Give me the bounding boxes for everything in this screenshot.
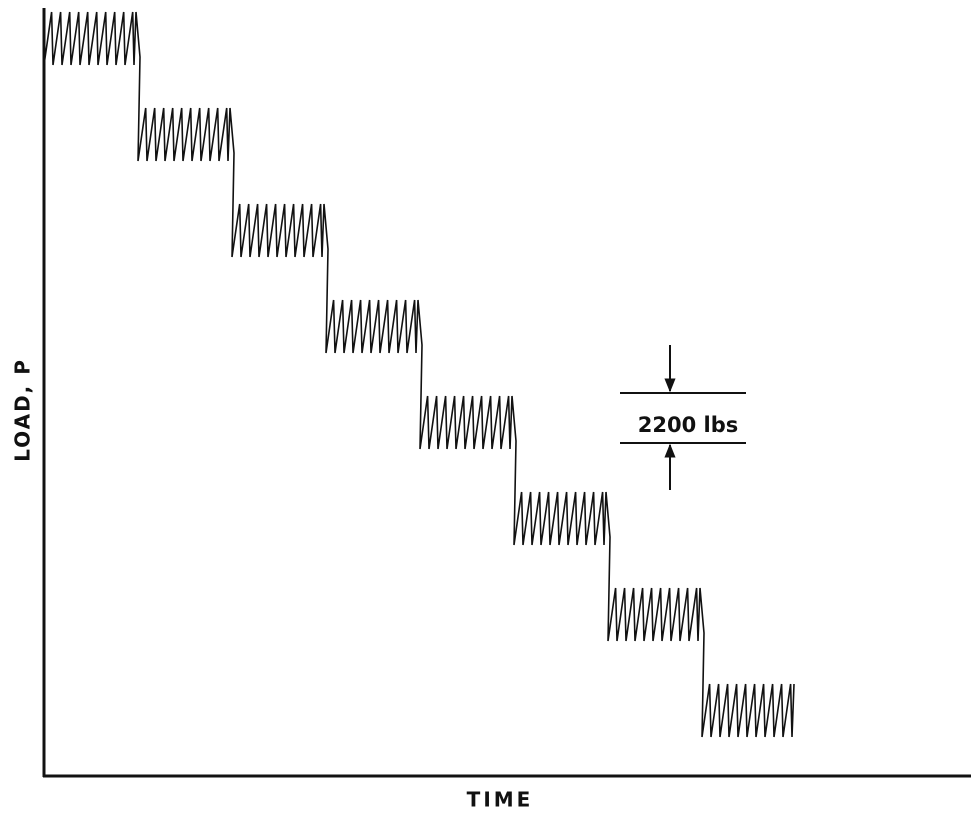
dimension-annotation: 2200 lbs <box>620 345 746 490</box>
x-axis-label: TIME <box>467 788 534 812</box>
load-history <box>43 11 795 738</box>
y-axis-label: LOAD, P <box>11 358 35 462</box>
annotation-text: 2200 lbs <box>638 413 739 437</box>
